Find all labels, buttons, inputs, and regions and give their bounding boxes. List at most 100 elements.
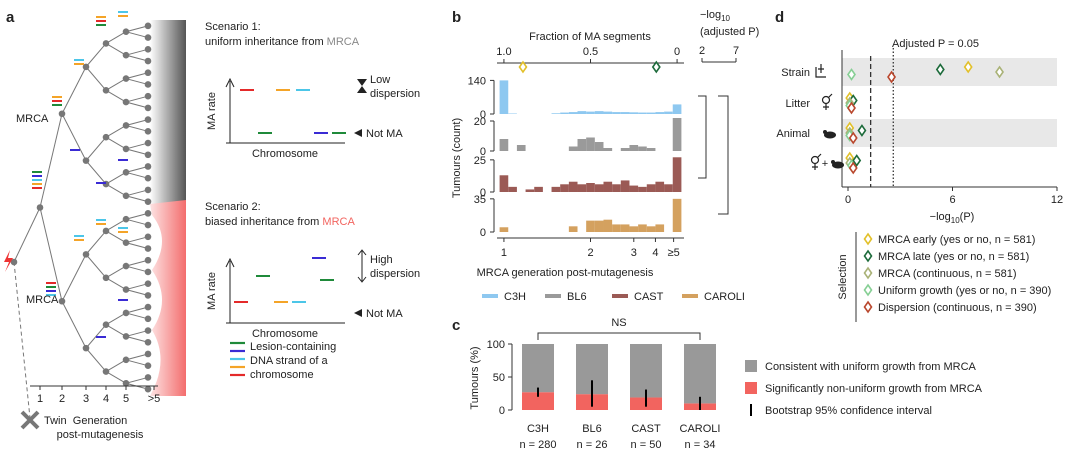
tree-node	[144, 221, 152, 229]
legend-label: DNA strand of a	[250, 355, 329, 367]
hist-bar	[603, 148, 613, 151]
x-tick-label: 0.5	[583, 46, 598, 58]
tree-node	[122, 333, 130, 340]
sex-icon	[812, 153, 822, 170]
hist-bar	[646, 226, 656, 232]
ma-axis	[225, 77, 235, 143]
panel-label: b	[452, 9, 461, 26]
tree-node	[122, 28, 130, 36]
tree-edge	[125, 25, 149, 33]
tree-edge	[105, 265, 127, 279]
tree-node	[144, 45, 152, 53]
tree-edge	[85, 254, 107, 279]
generation-tick-label: 4	[103, 393, 109, 405]
tree-node	[122, 169, 130, 176]
axis-title: −log10	[700, 9, 731, 23]
tree-edge	[125, 31, 149, 39]
mouse-icon	[823, 130, 827, 134]
tree-node	[144, 92, 152, 100]
tree-edge	[105, 218, 127, 232]
strain-icon	[815, 64, 826, 78]
hist-bar	[620, 112, 630, 114]
y-tick-label: 25	[474, 155, 486, 167]
dispersion-label: Low	[370, 74, 390, 86]
hist-bar	[525, 189, 535, 192]
tree-edge	[105, 277, 127, 290]
significance-marker	[518, 60, 528, 74]
tree-edge	[125, 312, 149, 320]
tree-edge	[125, 289, 149, 296]
tree-edge	[125, 48, 149, 56]
tree-edge	[85, 347, 107, 372]
x-tick-label: 2	[587, 247, 593, 259]
y-tick-label: 50	[493, 372, 505, 384]
x-tick-label: 6	[949, 194, 955, 206]
label-part: −log	[700, 9, 721, 21]
tree-node	[122, 122, 130, 129]
tree-edge	[125, 359, 149, 367]
hist-bar	[620, 224, 630, 232]
row-label: Litter	[786, 98, 811, 110]
tree-edge	[61, 301, 87, 349]
dot-marker	[887, 70, 897, 84]
tree-node	[102, 87, 110, 94]
hourglass	[357, 79, 367, 93]
tree-edge	[105, 171, 127, 185]
tree-edge	[125, 330, 149, 337]
tree-edge	[125, 148, 149, 156]
legend-label: C3H	[504, 291, 526, 303]
x-tick-label: ≥5	[668, 247, 680, 259]
hist-bar	[594, 220, 604, 232]
row-band	[842, 58, 1057, 86]
tree-edge	[125, 283, 149, 291]
tree-node	[144, 362, 152, 370]
tree-edge	[105, 359, 127, 372]
x-tick-label: CAROLI	[680, 423, 721, 435]
hist-bar	[664, 184, 673, 192]
tree-node	[102, 40, 110, 47]
tree-node	[122, 356, 130, 364]
scenario-text-part: uniform inheritance from	[205, 36, 327, 48]
legend-label: MRCA late (yes or no, n = 581)	[878, 251, 1029, 263]
tree-edge	[105, 312, 127, 326]
tree-node	[144, 374, 152, 381]
tree-node	[122, 286, 130, 293]
tree-edge	[125, 335, 149, 343]
tree-edge	[105, 31, 127, 44]
tree-node	[144, 338, 152, 346]
scenario-heading: Scenario 1:	[205, 21, 261, 33]
label-part: (P)	[960, 211, 975, 223]
tree-edge	[105, 371, 127, 384]
hist-bar	[655, 224, 665, 232]
legend-label: chromosome	[250, 369, 314, 381]
legend-label: Significantly non-uniform growth from MR…	[765, 383, 983, 395]
hist-bar	[594, 111, 604, 114]
label-part: −log	[930, 211, 951, 223]
dot-marker	[935, 63, 945, 76]
tree-edge	[105, 78, 127, 91]
legend-label: Dispersion (continuous, n = 390)	[878, 302, 1037, 314]
tree-edge	[85, 230, 107, 255]
tree-node	[102, 133, 110, 141]
not-ma-label: Not MA	[366, 308, 403, 320]
tree-edge	[61, 113, 87, 161]
row-band	[842, 119, 1057, 147]
hist-bar	[629, 145, 639, 151]
hist-bar	[551, 186, 561, 192]
tree-edge	[125, 376, 149, 384]
hist-bar	[560, 112, 569, 114]
significance-marker	[651, 60, 661, 74]
tree-edge	[125, 101, 149, 109]
axis-title: Fraction of MA segments	[529, 31, 651, 43]
tree-node	[122, 239, 130, 246]
tree-node	[122, 98, 130, 106]
tree-node	[122, 309, 130, 317]
tree-edge	[125, 212, 149, 220]
hist-bar	[568, 226, 578, 232]
hist-bar	[534, 186, 543, 192]
hist-bar	[664, 111, 673, 114]
axis-title: −log10(P)	[930, 211, 975, 225]
dispersion-label: High	[370, 254, 393, 266]
hist-bar	[638, 146, 647, 151]
